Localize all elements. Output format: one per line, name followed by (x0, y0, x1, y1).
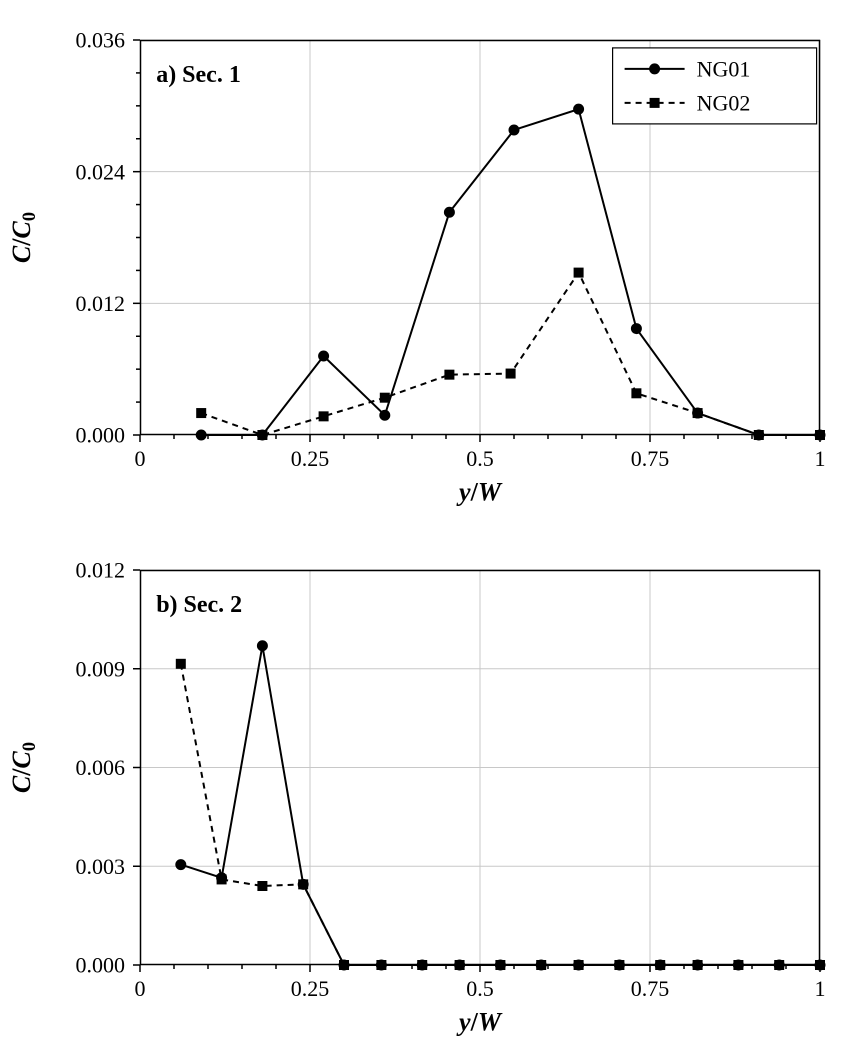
y-tick-label: 0.012 (76, 558, 126, 583)
x-tick-label: 0.75 (631, 446, 670, 471)
y-tick-label: 0.000 (76, 423, 126, 448)
legend-label-NG01: NG01 (697, 57, 751, 82)
y-tick-label: 0.000 (76, 953, 126, 978)
y-tick-label: 0.003 (76, 854, 126, 879)
series-line-NG01 (201, 109, 820, 435)
series-line-NG02 (201, 273, 820, 435)
y-tick-label: 0.024 (76, 159, 126, 184)
panel-subtitle: b) Sec. 2 (156, 592, 242, 618)
x-tick-label: 0.5 (466, 976, 494, 1001)
y-tick-label: 0.012 (76, 291, 126, 316)
x-axis-title: y/W (456, 1008, 503, 1037)
x-tick-label: 1 (815, 446, 826, 471)
x-tick-label: 0.75 (631, 976, 670, 1001)
y-axis-title: C/C0 (7, 742, 40, 793)
x-tick-label: 0 (135, 976, 146, 1001)
x-tick-label: 1 (815, 976, 826, 1001)
y-tick-label: 0.036 (76, 28, 126, 53)
x-tick-label: 0.5 (466, 446, 494, 471)
x-tick-label: 0.25 (291, 976, 330, 1001)
series-line-NG01 (181, 646, 820, 965)
y-tick-label: 0.006 (76, 755, 126, 780)
y-tick-label: 0.009 (76, 656, 126, 681)
x-tick-label: 0 (135, 446, 146, 471)
chart-panel-a: 00.250.50.7510.0000.0120.0240.036a) Sec.… (140, 40, 820, 435)
legend-label-NG02: NG02 (697, 91, 751, 116)
panel-subtitle: a) Sec. 1 (156, 62, 241, 88)
x-tick-label: 0.25 (291, 446, 330, 471)
x-axis-title: y/W (456, 478, 503, 507)
page: 0 0.25 0.5 0.75 1 0.000 0.012 0.024 0.036 a) Sec.… (0, 0, 867, 1045)
chart-panel-b: 00.250.50.7510.0000.0030.0060.0090.012b)… (140, 570, 820, 965)
series-line-NG02 (181, 664, 820, 965)
y-axis-title: C/C0 (7, 212, 40, 263)
